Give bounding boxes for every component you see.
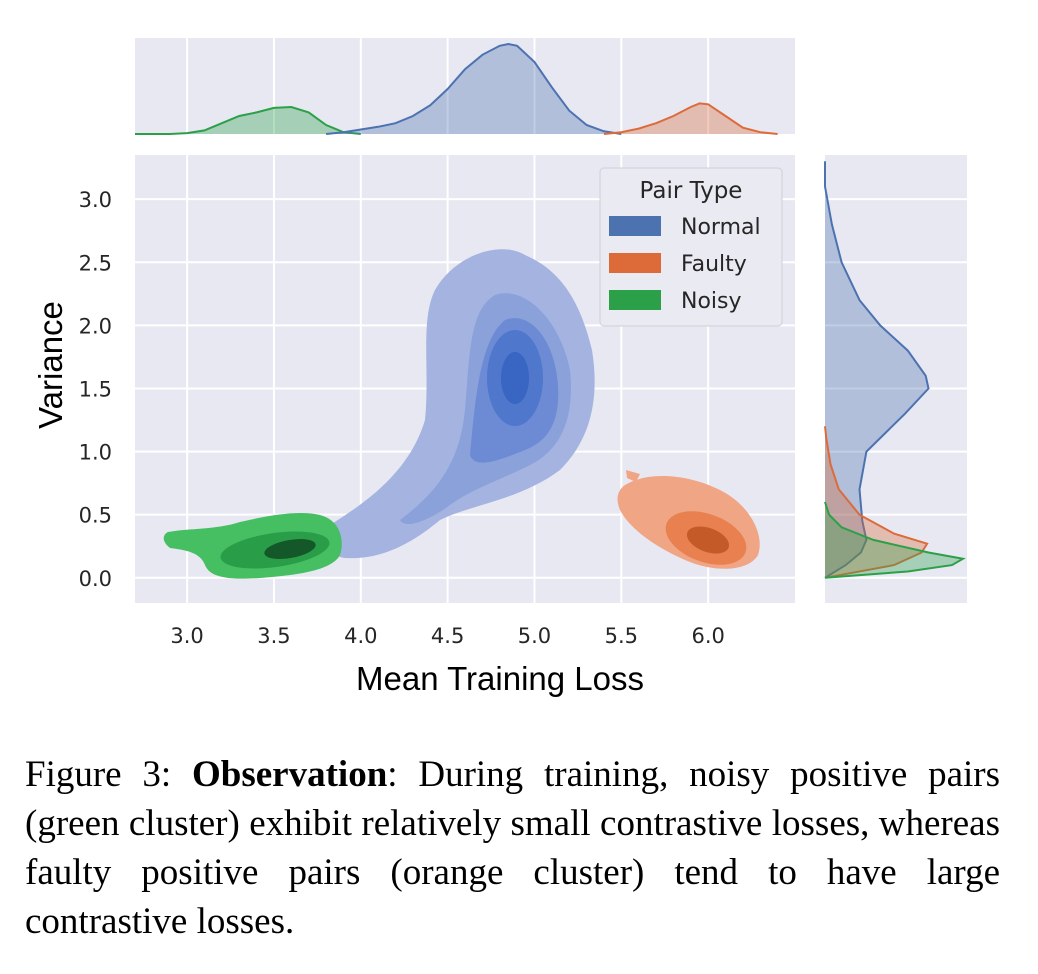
legend-label-faulty: Faulty — [681, 252, 747, 277]
legend-swatch-noisy — [609, 290, 661, 310]
x-tick-label: 4.0 — [344, 624, 377, 648]
top-marginal-background — [135, 38, 795, 134]
right-marginal-line-normal — [824, 161, 930, 579]
top-marginal-line-faulty — [603, 102, 778, 135]
y-tick-label: 2.0 — [79, 314, 112, 338]
y-axis-title: Variance — [32, 301, 69, 429]
faulty-cluster-core — [686, 526, 730, 554]
normal-cluster — [324, 249, 595, 559]
legend-title: Pair Type — [640, 178, 743, 204]
y-tick-label: 3.0 — [79, 188, 112, 212]
y-tick-label: 0.0 — [79, 567, 112, 591]
y-tick-label: 1.5 — [79, 377, 112, 401]
top-marginal-line-normal — [325, 42, 622, 135]
noisy-cluster-core — [264, 539, 316, 559]
kde-clusters — [163, 249, 760, 579]
top-marginal-densities — [135, 42, 778, 135]
y-tick-labels: 0.0 0.5 1.0 1.5 2.0 2.5 3.0 — [79, 188, 112, 591]
x-tick-label: 6.0 — [691, 624, 724, 648]
legend-box — [599, 167, 783, 327]
right-marginal-densities — [824, 161, 966, 579]
y-tick-label: 1.0 — [79, 441, 112, 465]
x-tick-label: 3.0 — [170, 624, 203, 648]
x-tick-label: 5.0 — [518, 624, 551, 648]
x-tick-label: 5.5 — [605, 624, 638, 648]
legend-label-normal: Normal — [681, 215, 761, 240]
legend-label-noisy: Noisy — [681, 289, 742, 314]
caption-label: Figure 3: — [25, 754, 172, 795]
joint-kde-chart: 3.0 3.5 4.0 4.5 5.0 5.5 6.0 0.0 0.5 1.0 1.5 2.0 2.5… — [32, 38, 967, 697]
legend-swatch-faulty — [609, 253, 661, 273]
right-marginal-background — [825, 155, 967, 603]
top-marginal-fill-normal — [326, 44, 622, 134]
right-marginal-line-noisy — [824, 501, 966, 579]
y-tick-label: 2.5 — [79, 251, 112, 275]
x-tick-label: 3.5 — [257, 624, 290, 648]
x-tick-label: 4.5 — [431, 624, 464, 648]
caption-text: : During training, noisy positive pairs … — [25, 754, 1000, 942]
y-tick-label: 0.5 — [79, 504, 112, 528]
noisy-cluster — [163, 512, 342, 579]
legend-swatch-normal — [609, 216, 661, 236]
top-marginal-line-noisy — [135, 105, 361, 135]
x-axis-title: Mean Training Loss — [356, 660, 644, 697]
top-marginal-fill-noisy — [135, 107, 361, 134]
legend: Pair Type Normal Faulty Noisy — [599, 167, 783, 327]
right-marginal-fill-faulty — [825, 426, 928, 578]
right-marginal-fill-normal — [825, 161, 929, 578]
x-tick-labels: 3.0 3.5 4.0 4.5 5.0 5.5 6.0 — [170, 624, 724, 648]
normal-cluster-peak — [501, 352, 529, 404]
figure-caption: Figure 3: Observation: During training, … — [25, 750, 1000, 946]
faulty-cluster-spur — [626, 470, 640, 482]
right-marginal-fill-noisy — [825, 502, 963, 578]
caption-bold: Observation — [192, 754, 388, 795]
right-marginal-line-faulty — [824, 426, 929, 579]
faulty-cluster — [617, 470, 760, 569]
